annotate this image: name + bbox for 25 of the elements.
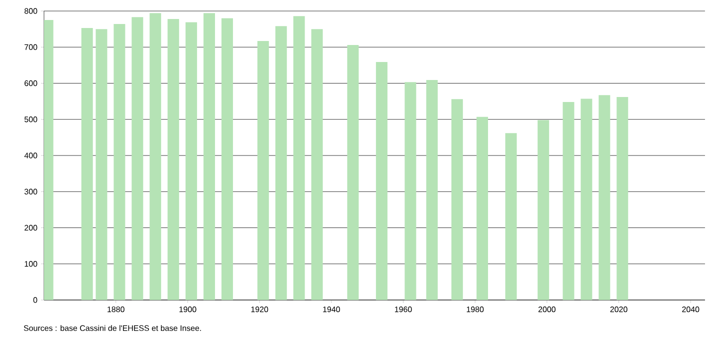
bar <box>221 18 233 300</box>
bar <box>186 22 198 300</box>
bar <box>168 18 180 300</box>
bar <box>538 120 550 300</box>
bar <box>562 102 574 300</box>
bar <box>96 29 108 300</box>
bar <box>132 17 144 300</box>
bar <box>426 80 438 300</box>
bar <box>598 95 610 300</box>
bar <box>476 116 488 300</box>
bar <box>150 13 162 300</box>
bar <box>81 28 93 300</box>
bar <box>275 26 287 300</box>
bar <box>293 16 305 300</box>
bar <box>311 29 323 300</box>
bar <box>257 40 269 300</box>
bar <box>580 98 592 300</box>
bar <box>204 13 216 300</box>
bar <box>347 44 359 300</box>
bar <box>114 24 126 300</box>
bar <box>404 82 416 300</box>
bar <box>616 96 628 300</box>
bar <box>451 99 463 300</box>
bar <box>505 133 517 300</box>
bar <box>376 62 388 300</box>
